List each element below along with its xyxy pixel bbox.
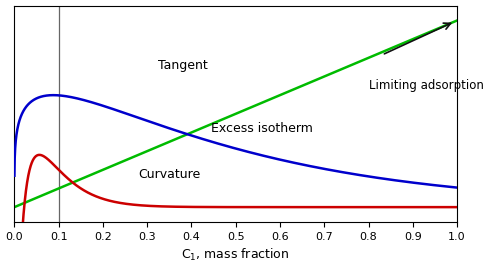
Text: Limiting adsorption: Limiting adsorption [368,79,484,92]
Text: Tangent: Tangent [158,59,208,72]
Text: Curvature: Curvature [138,168,200,181]
X-axis label: C$_1$, mass fraction: C$_1$, mass fraction [182,247,290,263]
Text: Excess isotherm: Excess isotherm [212,122,313,135]
